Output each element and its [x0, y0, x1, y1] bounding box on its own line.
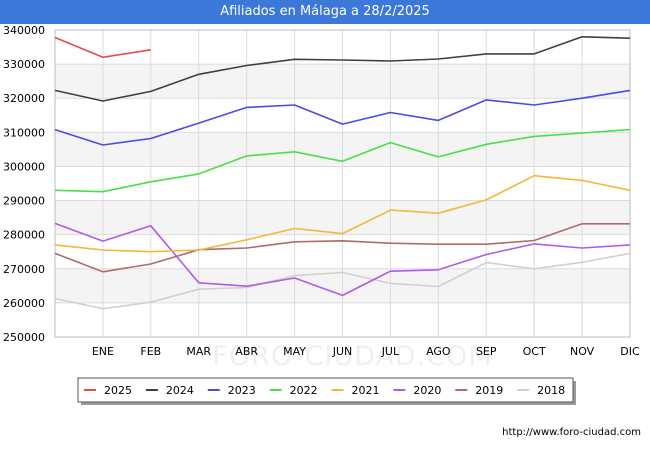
y-tick-label: 270000 — [3, 263, 45, 276]
series-line-2020 — [54, 222, 631, 297]
legend-label-2023: 2023 — [228, 384, 256, 397]
x-tick-label: AGO — [426, 345, 451, 358]
x-tick-label: ABR — [235, 345, 258, 358]
y-tick-label: 300000 — [3, 160, 45, 173]
series-line-2025 — [54, 36, 151, 59]
y-tick-label: 280000 — [3, 229, 45, 242]
y-tick-label: 330000 — [3, 58, 45, 71]
x-tick-label: FEB — [140, 345, 161, 358]
x-tick-label: MAY — [283, 345, 306, 358]
series-line-2022 — [54, 128, 631, 193]
x-tick-label: OCT — [523, 345, 546, 358]
source-url[interactable]: http://www.foro-ciudad.com — [502, 427, 641, 438]
watermark-text: FORO-CIUDAD.COM — [212, 341, 492, 372]
x-tick-label: JUL — [381, 345, 400, 358]
series-line-2018 — [54, 252, 631, 310]
series-line-2023 — [54, 89, 631, 146]
legend-label-2018: 2018 — [537, 384, 565, 397]
legend-label-2022: 2022 — [290, 384, 318, 397]
y-tick-label: 320000 — [3, 92, 45, 105]
series-line-2024 — [54, 35, 631, 102]
legend-box — [77, 377, 574, 403]
legend-label-2021: 2021 — [352, 384, 380, 397]
legend-label-2024: 2024 — [166, 384, 194, 397]
x-tick-label: JUN — [332, 345, 353, 358]
y-tick-label: 290000 — [3, 195, 45, 208]
x-tick-label: NOV — [570, 345, 595, 358]
plot-border — [54, 29, 631, 338]
series-line-2019 — [54, 223, 630, 273]
x-tick-label: MAR — [186, 345, 211, 358]
x-tick-label: SEP — [476, 345, 497, 358]
y-tick-label: 260000 — [3, 297, 45, 310]
y-tick-label: 250000 — [3, 331, 45, 344]
y-tick-label: 340000 — [3, 24, 45, 37]
x-tick-label: ENE — [92, 345, 114, 358]
legend-label-2025: 2025 — [104, 384, 132, 397]
x-tick-label: DIC — [620, 345, 640, 358]
y-tick-label: 310000 — [3, 126, 45, 139]
chart-title: Afiliados en Málaga a 28/2/2025 — [0, 0, 650, 24]
legend-label-2019: 2019 — [475, 384, 503, 397]
series-line-2021 — [54, 174, 631, 253]
legend-label-2020: 2020 — [413, 384, 441, 397]
